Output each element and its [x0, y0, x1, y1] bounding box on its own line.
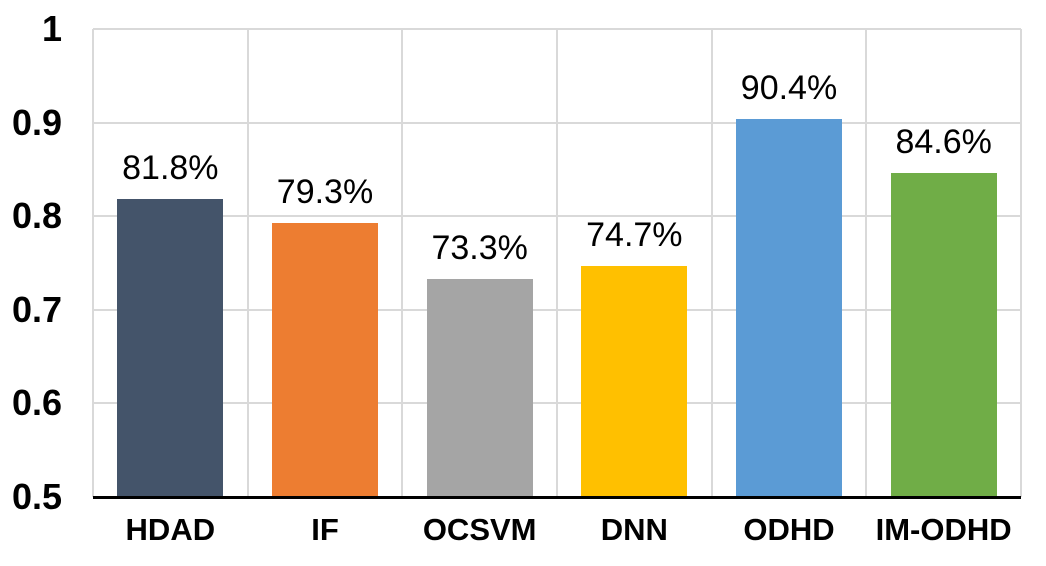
gridline-vertical: [92, 29, 94, 497]
bar-value-label-odhd: 90.4%: [740, 68, 838, 107]
bar-value-label-ocsvm: 73.3%: [431, 228, 528, 267]
y-tick-label-0.9: 0.9: [11, 101, 62, 143]
bar-hdad: [117, 199, 224, 497]
bar-value-label-dnn: 74.7%: [586, 215, 683, 254]
gridline-vertical: [401, 29, 404, 497]
gridline-vertical: [556, 29, 558, 497]
bar-ocsvm: [426, 278, 533, 497]
y-tick-label-0.7: 0.7: [11, 288, 62, 330]
x-axis-line: [93, 496, 1021, 499]
y-tick-label-0.5: 0.5: [11, 476, 62, 517]
bar-dnn: [581, 265, 688, 497]
bar-value-label-im-odhd: 84.6%: [895, 123, 992, 162]
gridline-vertical: [710, 29, 713, 497]
y-tick-label-0.6: 0.6: [11, 382, 62, 424]
bar-value-label-if: 79.3%: [276, 172, 374, 211]
gridline-vertical: [865, 29, 868, 497]
y-tick-label-0.8: 0.8: [11, 195, 62, 237]
x-tick-label-dnn: DNN: [600, 512, 668, 547]
x-tick-label-if: IF: [311, 512, 339, 547]
gridline-vertical: [1020, 29, 1022, 497]
gridline-vertical: [246, 29, 249, 497]
bar-if: [272, 222, 378, 497]
x-tick-label-ocsvm: OCSVM: [422, 512, 537, 547]
bar-odhd: [736, 118, 842, 497]
bar-value-label-hdad: 81.8%: [122, 149, 219, 188]
x-tick-label-hdad: HDAD: [125, 512, 216, 547]
y-tick-label-1: 1: [41, 8, 62, 49]
bar-im-odhd: [890, 173, 997, 497]
x-tick-label-im-odhd: IM-ODHD: [875, 512, 1012, 547]
x-tick-label-odhd: ODHD: [743, 512, 835, 547]
